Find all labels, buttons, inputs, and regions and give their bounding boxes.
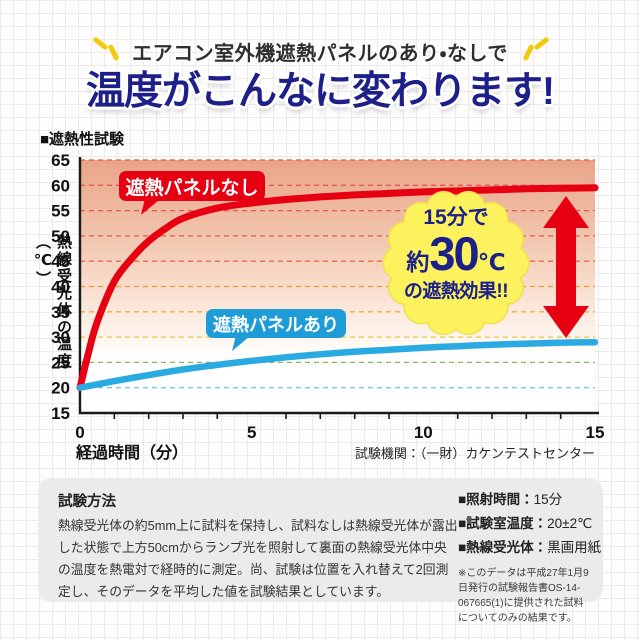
curve-no-panel [76, 184, 599, 392]
y-tick-label: 40 [51, 278, 70, 297]
test-method-column: 試験方法 熱線受光体の約5mm上に試料を保持し、試料なしは熱線受光体が露出した状… [58, 488, 458, 599]
y-tick-label: 65 [51, 151, 70, 170]
badge-line3: の遮熱効果!! [403, 281, 509, 302]
spec-irradiation-time: ■照射時間：15分 [458, 492, 563, 507]
x-axis-label: 経過時間（分） [76, 445, 189, 462]
x-tick-label: 15 [586, 423, 605, 442]
spec-room-temperature: ■試験室温度：20±2℃ [458, 516, 593, 532]
test-info-box: 試験方法 熱線受光体の約5mm上に試料を保持し、試料なしは熱線受光体が露出した状… [38, 478, 603, 624]
axes [78, 157, 599, 415]
test-organization-note: 試験機関：（一財）カケンテストセンター [354, 446, 595, 461]
effect-badge-text: 15分で 約 30 ℃ の遮熱効果!! [378, 207, 534, 301]
header-tagline: エアコン室外機遮熱パネルのあり・なしで [132, 43, 508, 65]
y-axis-label: 熱線受光体の温度（℃） [34, 234, 72, 370]
y-tick-label: 25 [51, 353, 70, 372]
y-tick-label: 45 [51, 252, 70, 271]
header-tagline-row: エアコン室外機遮熱パネルのあり・なしで [0, 36, 640, 66]
y-tick-label: 35 [51, 303, 70, 322]
y-tick-label: 15 [51, 404, 70, 423]
test-method-title: 試験方法 [58, 494, 116, 510]
test-method-body: 熱線受光体の約5mm上に試料を保持し、試料なしは熱線受光体が露出した状態で上方5… [58, 518, 458, 599]
test-spec-column: ■照射時間：15分 ■試験室温度：20±2℃ ■熱線受光体：黒画用紙 ※このデー… [458, 488, 602, 624]
series-label-no-panel-text: 遮熱パネルなし [125, 177, 259, 199]
y-tick-label: 20 [51, 379, 70, 398]
y-tick-label: 60 [51, 176, 70, 195]
series-label-no-panel: 遮熱パネルなし [119, 171, 265, 219]
spec-receptor: ■熱線受光体：黒画用紙 [458, 540, 602, 556]
report-footnote: ※このデータは平成27年1月9日発行の試験報告書OS-14-067665(1)に… [458, 568, 589, 625]
badge-value: 30 [429, 227, 479, 280]
temperature-difference-arrow-icon [543, 196, 589, 338]
x-tick-label: 5 [247, 423, 256, 442]
curve-with-panel [76, 338, 599, 391]
badge-unit: ℃ [477, 249, 506, 275]
page-title: 温度がこんなに変わります! [86, 70, 555, 113]
series-label-with-panel: 遮熱パネルあり [206, 309, 346, 355]
starburst-badge [382, 190, 530, 336]
badge-approx: 約 [406, 249, 430, 275]
section-label: ■遮熱性試験 [40, 131, 125, 148]
y-tick-label: 50 [51, 227, 70, 246]
y-tick-label: 30 [51, 328, 70, 347]
x-tick-label: 10 [414, 423, 433, 442]
y-tick-label: 55 [51, 202, 70, 221]
x-tick-label: 0 [75, 423, 84, 442]
badge-line1: 15分で [423, 206, 489, 229]
badge-value-row: 約 30 ℃ [378, 230, 534, 277]
series-label-with-panel-text: 遮熱パネルあり [213, 314, 339, 335]
